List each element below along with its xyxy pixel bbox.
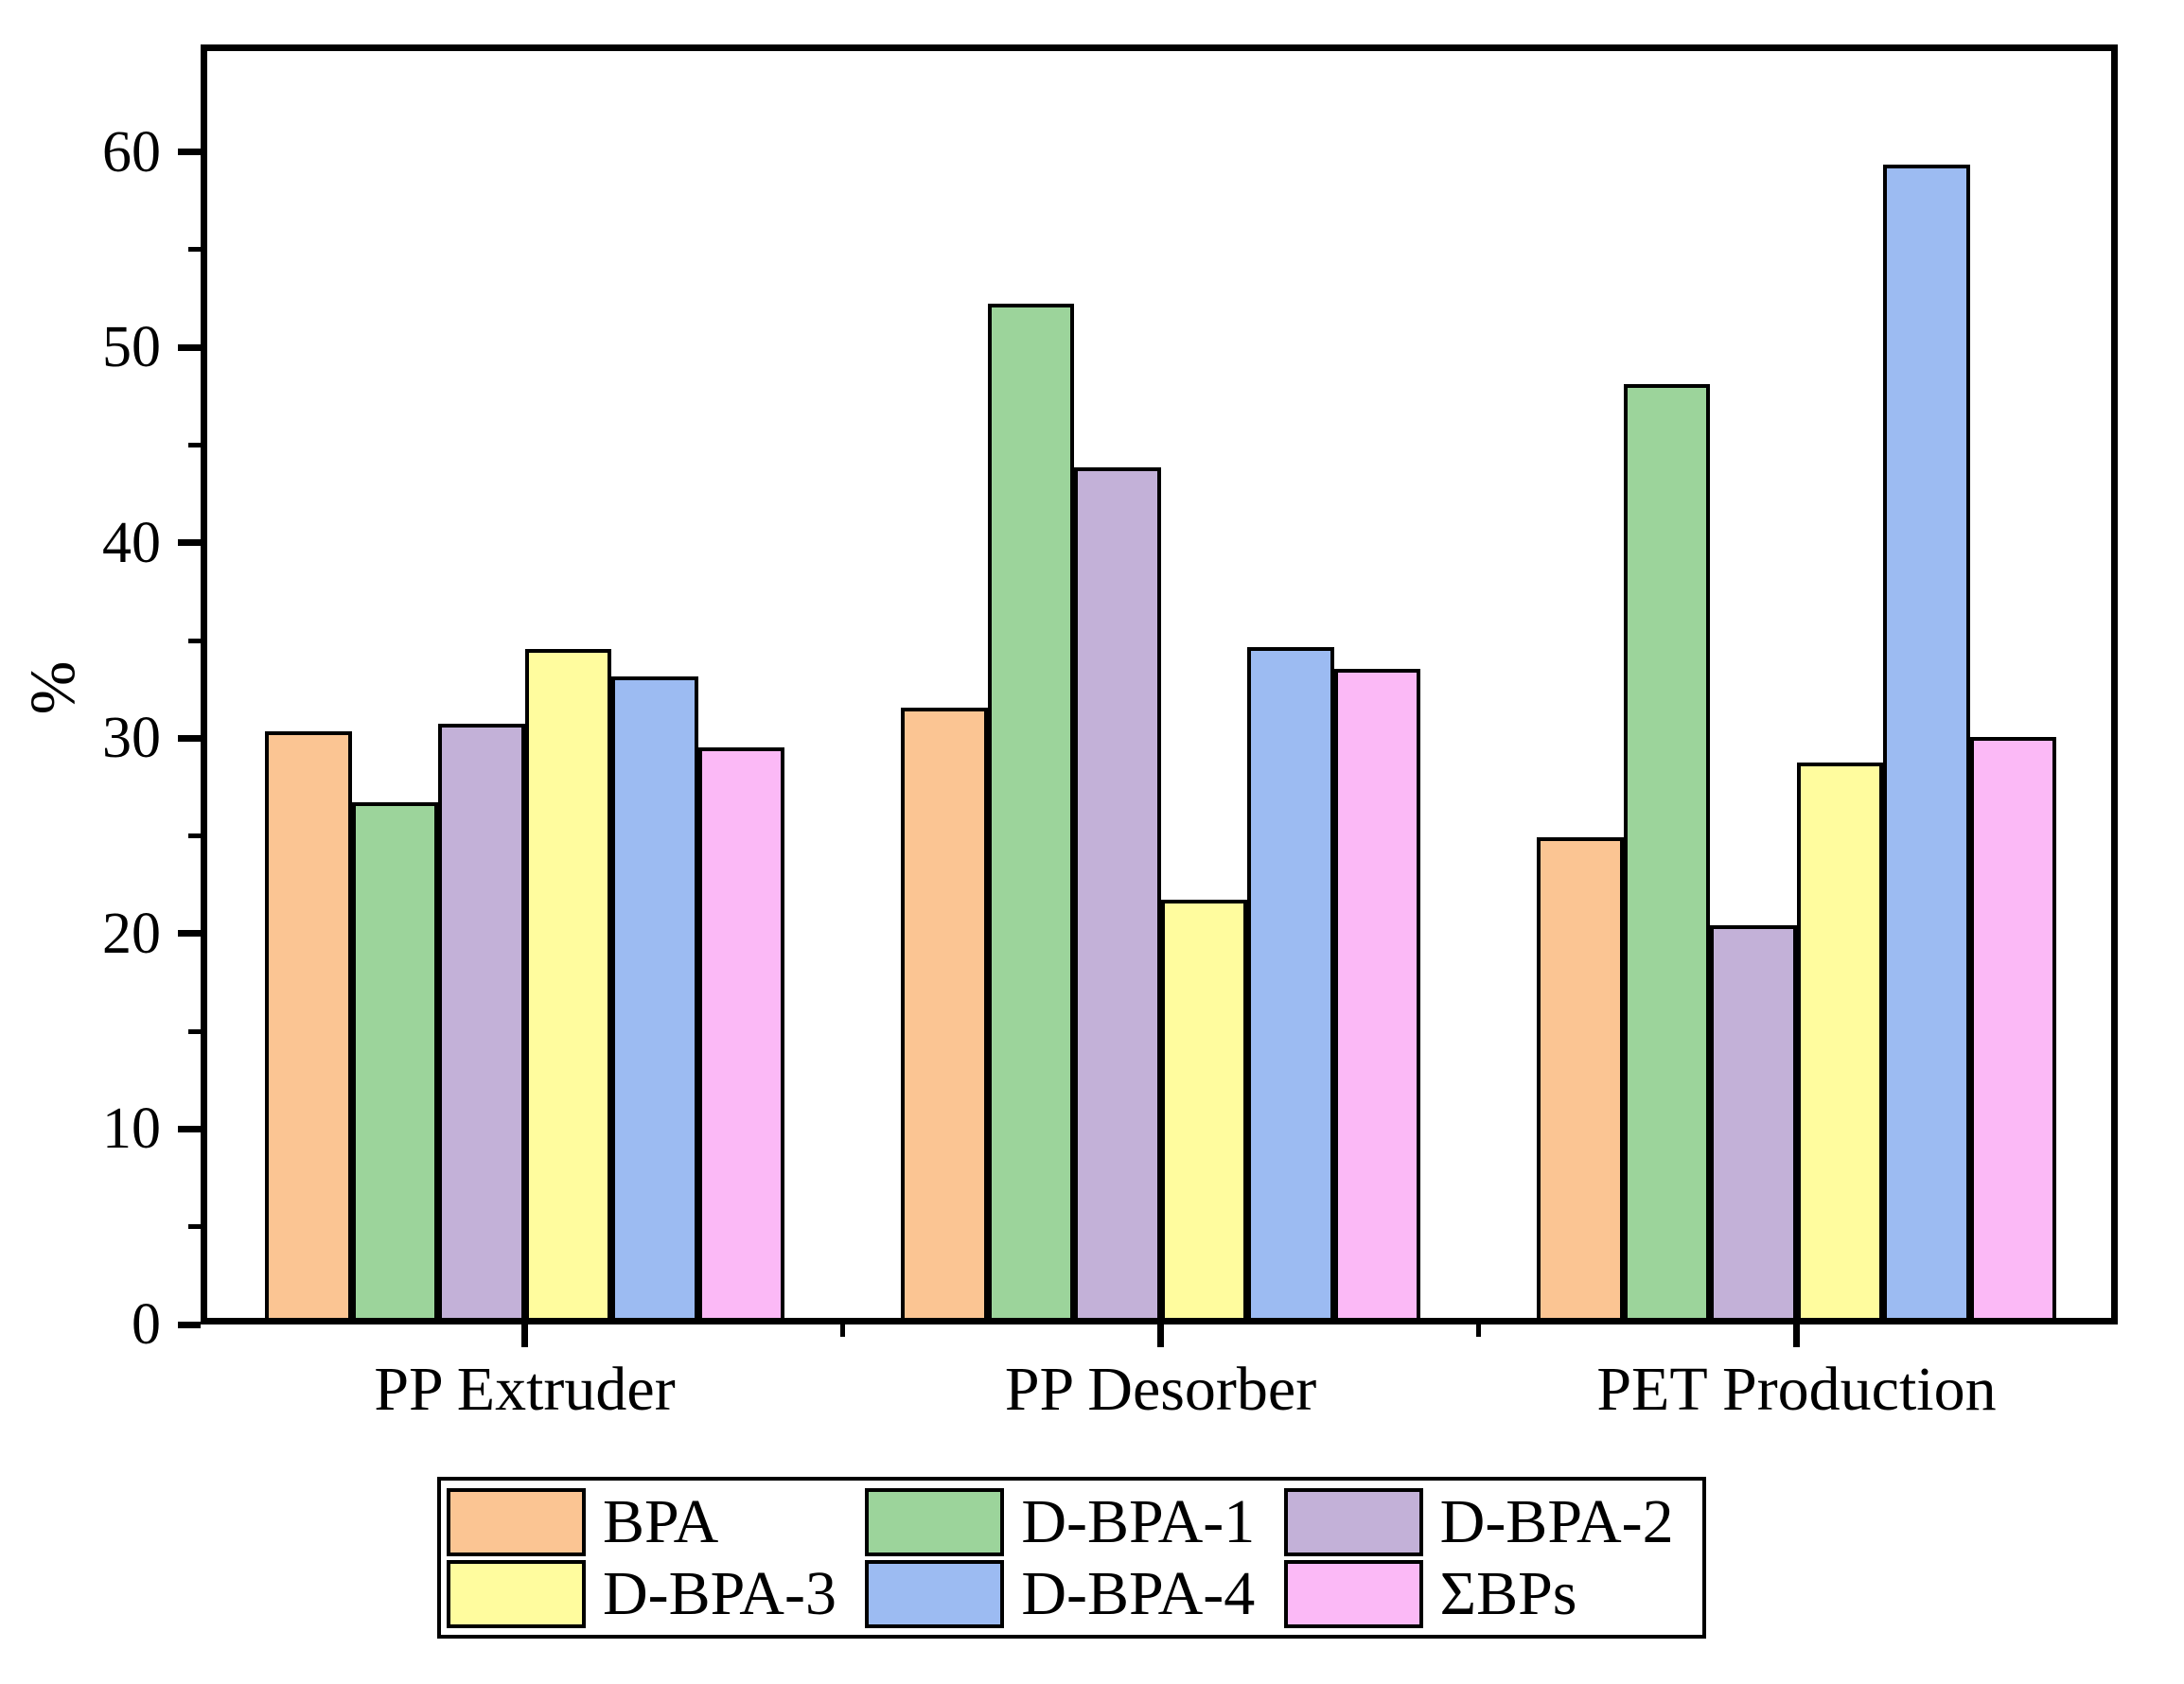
y-minor-tick-35 bbox=[188, 638, 201, 643]
bar-pp-extruder-d-bpa-2 bbox=[438, 723, 525, 1322]
y-major-tick-50 bbox=[178, 343, 201, 351]
axis-right-spine bbox=[2111, 44, 2118, 1324]
x-major-tick-pet-production bbox=[1793, 1324, 1800, 1347]
x-tick-label-pp-extruder: PP Extruder bbox=[374, 1355, 676, 1424]
y-major-tick-60 bbox=[178, 149, 201, 156]
plot-area: 0 10 20 30 40 50 60 PP Extruder PP Desorber PET … bbox=[16, 44, 2118, 1421]
legend-label-d-bpa-4: D-BPA-4 bbox=[1021, 1559, 1256, 1628]
y-tick-label-10: 10 bbox=[102, 1096, 161, 1162]
bar-pp-desorber-d-bpa-2 bbox=[1074, 467, 1161, 1322]
legend-item-d-bpa-1: D-BPA-1 bbox=[865, 1486, 1283, 1558]
axis-top-spine bbox=[201, 44, 2118, 51]
y-minor-tick-5 bbox=[188, 1224, 201, 1230]
y-tick-label-50: 50 bbox=[102, 315, 161, 380]
y-tick-label-20: 20 bbox=[102, 901, 161, 966]
y-minor-tick-15 bbox=[188, 1028, 201, 1034]
y-tick-label-40: 40 bbox=[102, 510, 161, 575]
legend-label-d-bpa-3: D-BPA-3 bbox=[603, 1559, 837, 1628]
x-major-tick-pp-extruder bbox=[521, 1324, 528, 1347]
legend-swatch-d-bpa-4 bbox=[865, 1560, 1005, 1628]
bar-pp-desorber-d-bpa-3 bbox=[1160, 899, 1247, 1322]
bar-pet-production-d-bpa-4 bbox=[1883, 165, 1970, 1322]
legend-item-d-bpa-3: D-BPA-3 bbox=[447, 1558, 865, 1630]
bar-pp-desorber-d-bpa-4 bbox=[1247, 647, 1334, 1322]
bar-pet-production-bpa bbox=[1537, 836, 1624, 1322]
y-minor-tick-25 bbox=[188, 833, 201, 839]
legend: BPA D-BPA-3 D-BPA-1 D-BPA-4 D-BPA-2 ΣBPs bbox=[437, 1477, 1706, 1639]
y-minor-tick-55 bbox=[188, 247, 201, 253]
legend-swatch-bps bbox=[1283, 1560, 1423, 1628]
y-major-tick-30 bbox=[178, 734, 201, 742]
legend-item-d-bpa-4: D-BPA-4 bbox=[865, 1558, 1283, 1630]
bar-pet-production-d-bpa-3 bbox=[1796, 763, 1883, 1322]
x-tick-label-pp-desorber: PP Desorber bbox=[1004, 1355, 1317, 1424]
axis-left-spine bbox=[201, 44, 207, 1324]
bar-pet-production-d-bpa-2 bbox=[1710, 924, 1797, 1322]
bar-pp-extruder-d-bpa-3 bbox=[524, 649, 611, 1322]
y-major-tick-20 bbox=[178, 930, 201, 938]
bar-pp-desorber-d-bpa-1 bbox=[987, 303, 1074, 1322]
y-major-tick-40 bbox=[178, 539, 201, 547]
legend-swatch-d-bpa-2 bbox=[1283, 1488, 1423, 1556]
x-major-tick-pp-desorber bbox=[1157, 1324, 1164, 1347]
bar-pet-production-bps bbox=[1969, 737, 2056, 1322]
bar-pp-desorber-bpa bbox=[901, 708, 988, 1322]
y-minor-tick-45 bbox=[188, 442, 201, 447]
y-tick-label-60: 60 bbox=[102, 119, 161, 184]
legend-swatch-bpa bbox=[447, 1488, 586, 1556]
x-minor-tick-boundary-2 bbox=[1476, 1324, 1481, 1337]
y-major-tick-0 bbox=[178, 1321, 201, 1328]
legend-item-bpa: BPA bbox=[447, 1486, 865, 1558]
y-axis-title: % bbox=[16, 660, 88, 715]
bar-pp-extruder-bps bbox=[697, 746, 784, 1322]
legend-item-bps: ΣBPs bbox=[1283, 1558, 1702, 1630]
legend-label-d-bpa-1: D-BPA-1 bbox=[1021, 1487, 1256, 1556]
bar-pet-production-d-bpa-1 bbox=[1623, 383, 1710, 1322]
legend-item-d-bpa-2: D-BPA-2 bbox=[1283, 1486, 1702, 1558]
legend-swatch-d-bpa-3 bbox=[447, 1560, 586, 1628]
legend-label-bpa: BPA bbox=[603, 1487, 719, 1556]
legend-label-d-bpa-2: D-BPA-2 bbox=[1439, 1487, 1674, 1556]
legend-label-bps: ΣBPs bbox=[1439, 1559, 1577, 1628]
legend-swatch-d-bpa-1 bbox=[865, 1488, 1005, 1556]
bar-pp-desorber-bps bbox=[1333, 669, 1420, 1322]
bar-pp-extruder-d-bpa-4 bbox=[611, 676, 698, 1322]
bar-pp-extruder-d-bpa-1 bbox=[351, 801, 438, 1322]
x-tick-label-pet-production: PET Production bbox=[1596, 1355, 1997, 1424]
y-tick-label-0: 0 bbox=[132, 1292, 161, 1357]
bar-pp-extruder-bpa bbox=[265, 731, 352, 1322]
y-tick-label-30: 30 bbox=[102, 706, 161, 771]
y-major-tick-10 bbox=[178, 1125, 201, 1132]
x-minor-tick-boundary-1 bbox=[840, 1324, 845, 1337]
